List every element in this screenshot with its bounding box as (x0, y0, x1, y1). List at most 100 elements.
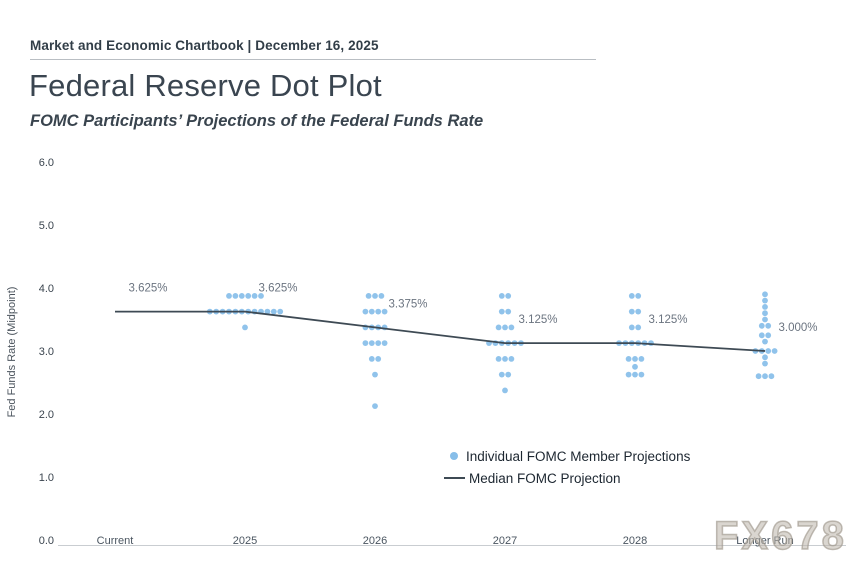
fomc-dot (762, 304, 768, 310)
fomc-dot (635, 324, 642, 331)
legend-item-median: Median FOMC Projection (444, 467, 690, 489)
watermark: FX678 (713, 513, 847, 559)
fomc-dot (632, 371, 638, 378)
fomc-dot (498, 371, 505, 378)
fomc-dot (762, 338, 768, 345)
fomc-dot (765, 332, 772, 339)
fomc-dot (628, 324, 635, 331)
fomc-dot (378, 293, 385, 299)
y-axis-tick: 3.0 (39, 346, 54, 358)
x-axis-label: Current (97, 535, 134, 547)
fomc-dot (264, 308, 271, 315)
legend-item-dots: Individual FOMC Member Projections (444, 445, 690, 467)
fomc-dot (768, 373, 775, 380)
fomc-dot (495, 356, 502, 362)
page-subtitle: FOMC Participants’ Projections of the Fe… (30, 112, 484, 130)
fomc-dot (765, 348, 772, 354)
y-axis-tick: 6.0 (39, 157, 54, 169)
line-swatch-icon (444, 477, 465, 479)
x-axis-label: 2028 (623, 535, 647, 547)
fomc-dot (232, 293, 239, 299)
fomc-dot (368, 356, 375, 362)
x-axis-label: 2027 (493, 535, 517, 547)
fomc-dot (758, 332, 765, 339)
fomc-dot (372, 371, 378, 378)
fomc-dot (368, 340, 375, 346)
fomc-dot (771, 348, 778, 354)
legend-line-label: Median FOMC Projection (469, 470, 621, 486)
fomc-dot (762, 373, 768, 380)
fomc-dot (495, 324, 502, 331)
chartbook-header: Market and Economic Chartbook | December… (30, 38, 379, 53)
y-axis-tick: 0.0 (39, 535, 54, 547)
fomc-dot (251, 293, 258, 299)
x-axis-label: Longer Run (736, 535, 794, 547)
fomc-dot (245, 293, 252, 299)
fomc-dot (765, 322, 772, 329)
fomc-dot (762, 291, 768, 298)
fomc-dot (635, 293, 642, 299)
fomc-dot (635, 308, 642, 315)
header-divider (30, 59, 596, 60)
fomc-dot (381, 340, 388, 346)
page-title: Federal Reserve Dot Plot (29, 68, 382, 103)
fomc-dot (508, 324, 515, 331)
fomc-dot (505, 308, 512, 315)
y-axis-tick: 1.0 (39, 472, 54, 484)
x-axis-label: 2025 (233, 535, 257, 547)
fomc-dot (505, 371, 512, 378)
fomc-dot (625, 371, 632, 378)
fomc-dot (226, 293, 232, 299)
dot-swatch-icon (450, 452, 458, 460)
fomc-dot (362, 308, 369, 315)
x-axis-label: 2026 (363, 535, 387, 547)
fomc-dot (638, 356, 645, 362)
fomc-dot (502, 356, 508, 362)
fomc-dot (270, 308, 277, 315)
fomc-dot (505, 293, 512, 299)
fomc-dot (242, 324, 248, 331)
fomc-dot (375, 308, 382, 315)
fomc-dot (362, 340, 369, 346)
fomc-dot (372, 293, 378, 299)
median-line (115, 310, 766, 352)
legend-dot-label: Individual FOMC Member Projections (466, 448, 691, 464)
fomc-dot (365, 293, 372, 299)
fomc-dot (762, 354, 768, 361)
y-axis-tick: 2.0 (39, 409, 54, 421)
fomc-dot (628, 293, 635, 299)
fomc-dot (508, 356, 515, 362)
fomc-dot (502, 387, 508, 394)
median-label: 3.000% (778, 322, 817, 334)
y-axis-title: Fed Funds Rate (Midpoint) (6, 287, 18, 418)
fomc-dot (762, 360, 768, 367)
fomc-dot (372, 403, 378, 409)
median-label: 3.625% (128, 283, 167, 295)
fomc-dot (498, 293, 505, 299)
fomc-dot (758, 322, 765, 329)
fomc-dot (258, 293, 264, 299)
fomc-dot (375, 340, 382, 346)
fomc-dot (368, 308, 375, 315)
fomc-dot (628, 308, 635, 315)
fomc-dot (632, 356, 638, 362)
fomc-dot (755, 373, 762, 380)
fomc-dot (638, 371, 645, 378)
fomc-dot (498, 308, 505, 315)
fomc-dot (238, 293, 245, 299)
fomc-dot (762, 310, 768, 317)
chart-legend: Individual FOMC Member Projections Media… (444, 445, 690, 489)
median-label: 3.375% (388, 298, 427, 310)
fomc-dot (625, 356, 632, 362)
fomc-dot (632, 363, 638, 370)
fomc-dot (375, 356, 382, 362)
median-label: 3.125% (518, 314, 557, 326)
fomc-dot (762, 297, 768, 304)
fomc-dot (502, 324, 508, 331)
median-label: 3.625% (258, 283, 297, 295)
median-label: 3.125% (648, 314, 687, 326)
y-axis-tick: 5.0 (39, 220, 54, 232)
fomc-dot (381, 308, 388, 315)
